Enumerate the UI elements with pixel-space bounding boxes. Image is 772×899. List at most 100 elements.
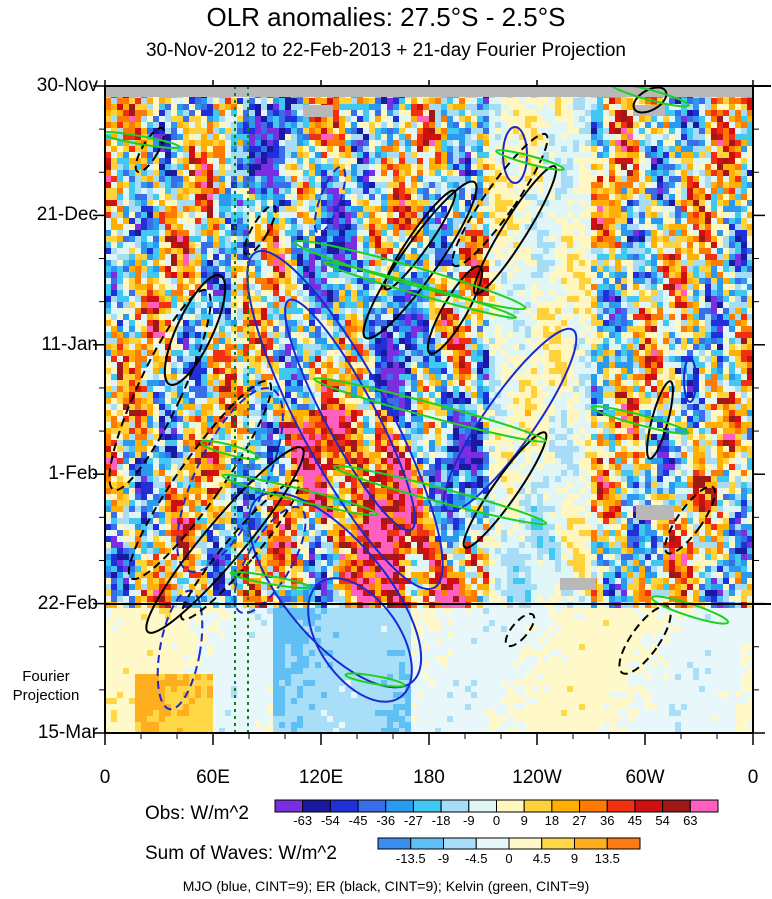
mjo-contour <box>284 298 416 532</box>
y-tick-label: 30-Nov <box>36 75 98 96</box>
obs-colorbar-swatch <box>274 799 304 813</box>
obs-colorbar-tick: 45 <box>627 813 643 828</box>
waves-colorbar-swatch <box>443 837 477 850</box>
waves-colorbar-swatch <box>475 837 510 850</box>
waves-colorbar-swatch <box>606 837 641 850</box>
er-contour <box>504 612 536 648</box>
y-tick-label: 11-Jan <box>41 333 98 355</box>
obs-colorbar-tick: 36 <box>600 813 615 828</box>
obs-colorbar-tick: -36 <box>376 813 396 828</box>
projection-label-line2: Projection <box>12 687 80 704</box>
obs-colorbar-swatch <box>634 799 664 813</box>
obs-colorbar-tick: -9 <box>463 813 475 828</box>
er-contour <box>180 479 300 621</box>
obs-colorbar-tick: -54 <box>320 813 340 828</box>
waves-colorbar-label: Sum of Waves: W/m^2 <box>145 843 337 864</box>
kelvin-contour <box>322 261 518 319</box>
waves-colorbar-tick: -4.5 <box>465 851 488 866</box>
kelvin-contour <box>105 131 181 149</box>
missing-data-block <box>303 105 333 117</box>
er-contour <box>383 189 457 291</box>
obs-colorbar-tick: -63 <box>293 813 313 828</box>
y-tick-label: 1-Feb <box>48 463 98 485</box>
obs-colorbar-tick: 18 <box>544 813 560 828</box>
waves-colorbar-swatch <box>508 837 543 850</box>
y-tick-label: 21-Dec <box>36 204 98 226</box>
plot-area <box>105 86 753 733</box>
projection-label: Fourier Projection <box>0 667 92 705</box>
kelvin-contour <box>229 571 311 589</box>
x-tick-label: 0 <box>747 767 759 788</box>
er-contour <box>472 165 558 295</box>
mjo-contour <box>247 491 423 689</box>
obs-colorbar-swatch <box>302 799 331 813</box>
kelvin-contour <box>590 405 690 435</box>
obs-colorbar-swatch <box>689 799 719 813</box>
obs-colorbar-tick: -27 <box>404 813 423 828</box>
obs-colorbar-tick: 0 <box>492 813 501 828</box>
mjo-contour <box>442 327 578 513</box>
x-tick-label: 120W <box>512 767 562 788</box>
waves-colorbar-swatch <box>574 837 608 850</box>
kelvin-contour <box>221 473 379 517</box>
er-contour <box>664 485 716 555</box>
mjo-contour <box>176 387 284 573</box>
waves-colorbar-swatch <box>377 837 412 850</box>
waves-colorbar-tick: -13.5 <box>395 851 426 866</box>
missing-data-strip <box>105 86 753 97</box>
obs-colorbar-tick: 27 <box>572 813 587 828</box>
obs-colorbar-swatch <box>385 799 414 813</box>
er-contour <box>145 446 305 634</box>
chart-subtitle: 30-Nov-2012 to 22-Feb-2013 + 21-day Four… <box>145 40 627 61</box>
obs-colorbar-tick: 63 <box>683 813 698 828</box>
anomaly-cells <box>105 86 753 733</box>
kelvin-contour <box>610 86 690 108</box>
projection-label-line1: Fourier <box>22 668 70 685</box>
waves-colorbar-swatch <box>541 837 575 850</box>
kelvin-contour <box>199 439 261 461</box>
er-contour <box>108 288 212 492</box>
er-contour <box>451 132 549 268</box>
waves-colorbar-swatch <box>410 837 444 850</box>
kelvin-contour <box>332 464 548 526</box>
x-tick-label: 60E <box>196 767 230 788</box>
y-tick-label: 22-Feb <box>37 592 98 614</box>
chart-title: OLR anomalies: 27.5°S - 2.5°S <box>206 2 566 32</box>
contour-legend: MJO (blue, CINT=9); ER (black, CINT=9); … <box>182 878 590 894</box>
kelvin-contour <box>293 239 527 311</box>
obs-colorbar-swatch <box>662 799 691 813</box>
obs-colorbar-tick: 54 <box>655 813 670 828</box>
obs-colorbar-swatch <box>440 799 470 813</box>
obs-colorbar-tick: -18 <box>431 813 451 828</box>
er-contour <box>632 86 668 114</box>
x-tick-label: 120E <box>298 767 344 788</box>
er-contour <box>243 204 277 256</box>
obs-colorbar-tick: -45 <box>348 813 368 828</box>
mjo-contour <box>307 577 413 703</box>
x-tick-label: 0 <box>99 767 111 788</box>
obs-colorbar-swatch <box>329 799 359 813</box>
mjo-contour <box>233 505 307 615</box>
missing-data-block <box>560 578 596 590</box>
mjo-contour <box>683 357 697 403</box>
er-contour <box>462 431 548 549</box>
er-contour <box>127 379 273 581</box>
waves-colorbar-tick: 4.5 <box>532 851 551 866</box>
obs-colorbar-swatch <box>468 799 497 813</box>
x-tick-label: 60W <box>625 767 665 788</box>
obs-colorbar-label: Obs: W/m^2 <box>145 803 249 824</box>
waves-colorbar-tick: 0 <box>505 851 513 866</box>
x-tick-label: 180 <box>413 767 445 788</box>
obs-colorbar-swatch <box>496 799 525 813</box>
kelvin-contour <box>344 672 406 688</box>
mjo-contour <box>313 165 347 235</box>
waves-colorbar-tick: 9 <box>570 851 579 866</box>
obs-colorbar-swatch <box>523 799 553 813</box>
waves-colorbar-tick: -9 <box>437 851 450 866</box>
wave-contours <box>105 86 730 711</box>
kelvin-contour <box>313 377 547 443</box>
obs-colorbar-swatch <box>357 799 387 813</box>
er-contour <box>362 180 478 340</box>
missing-data-block <box>636 505 674 520</box>
